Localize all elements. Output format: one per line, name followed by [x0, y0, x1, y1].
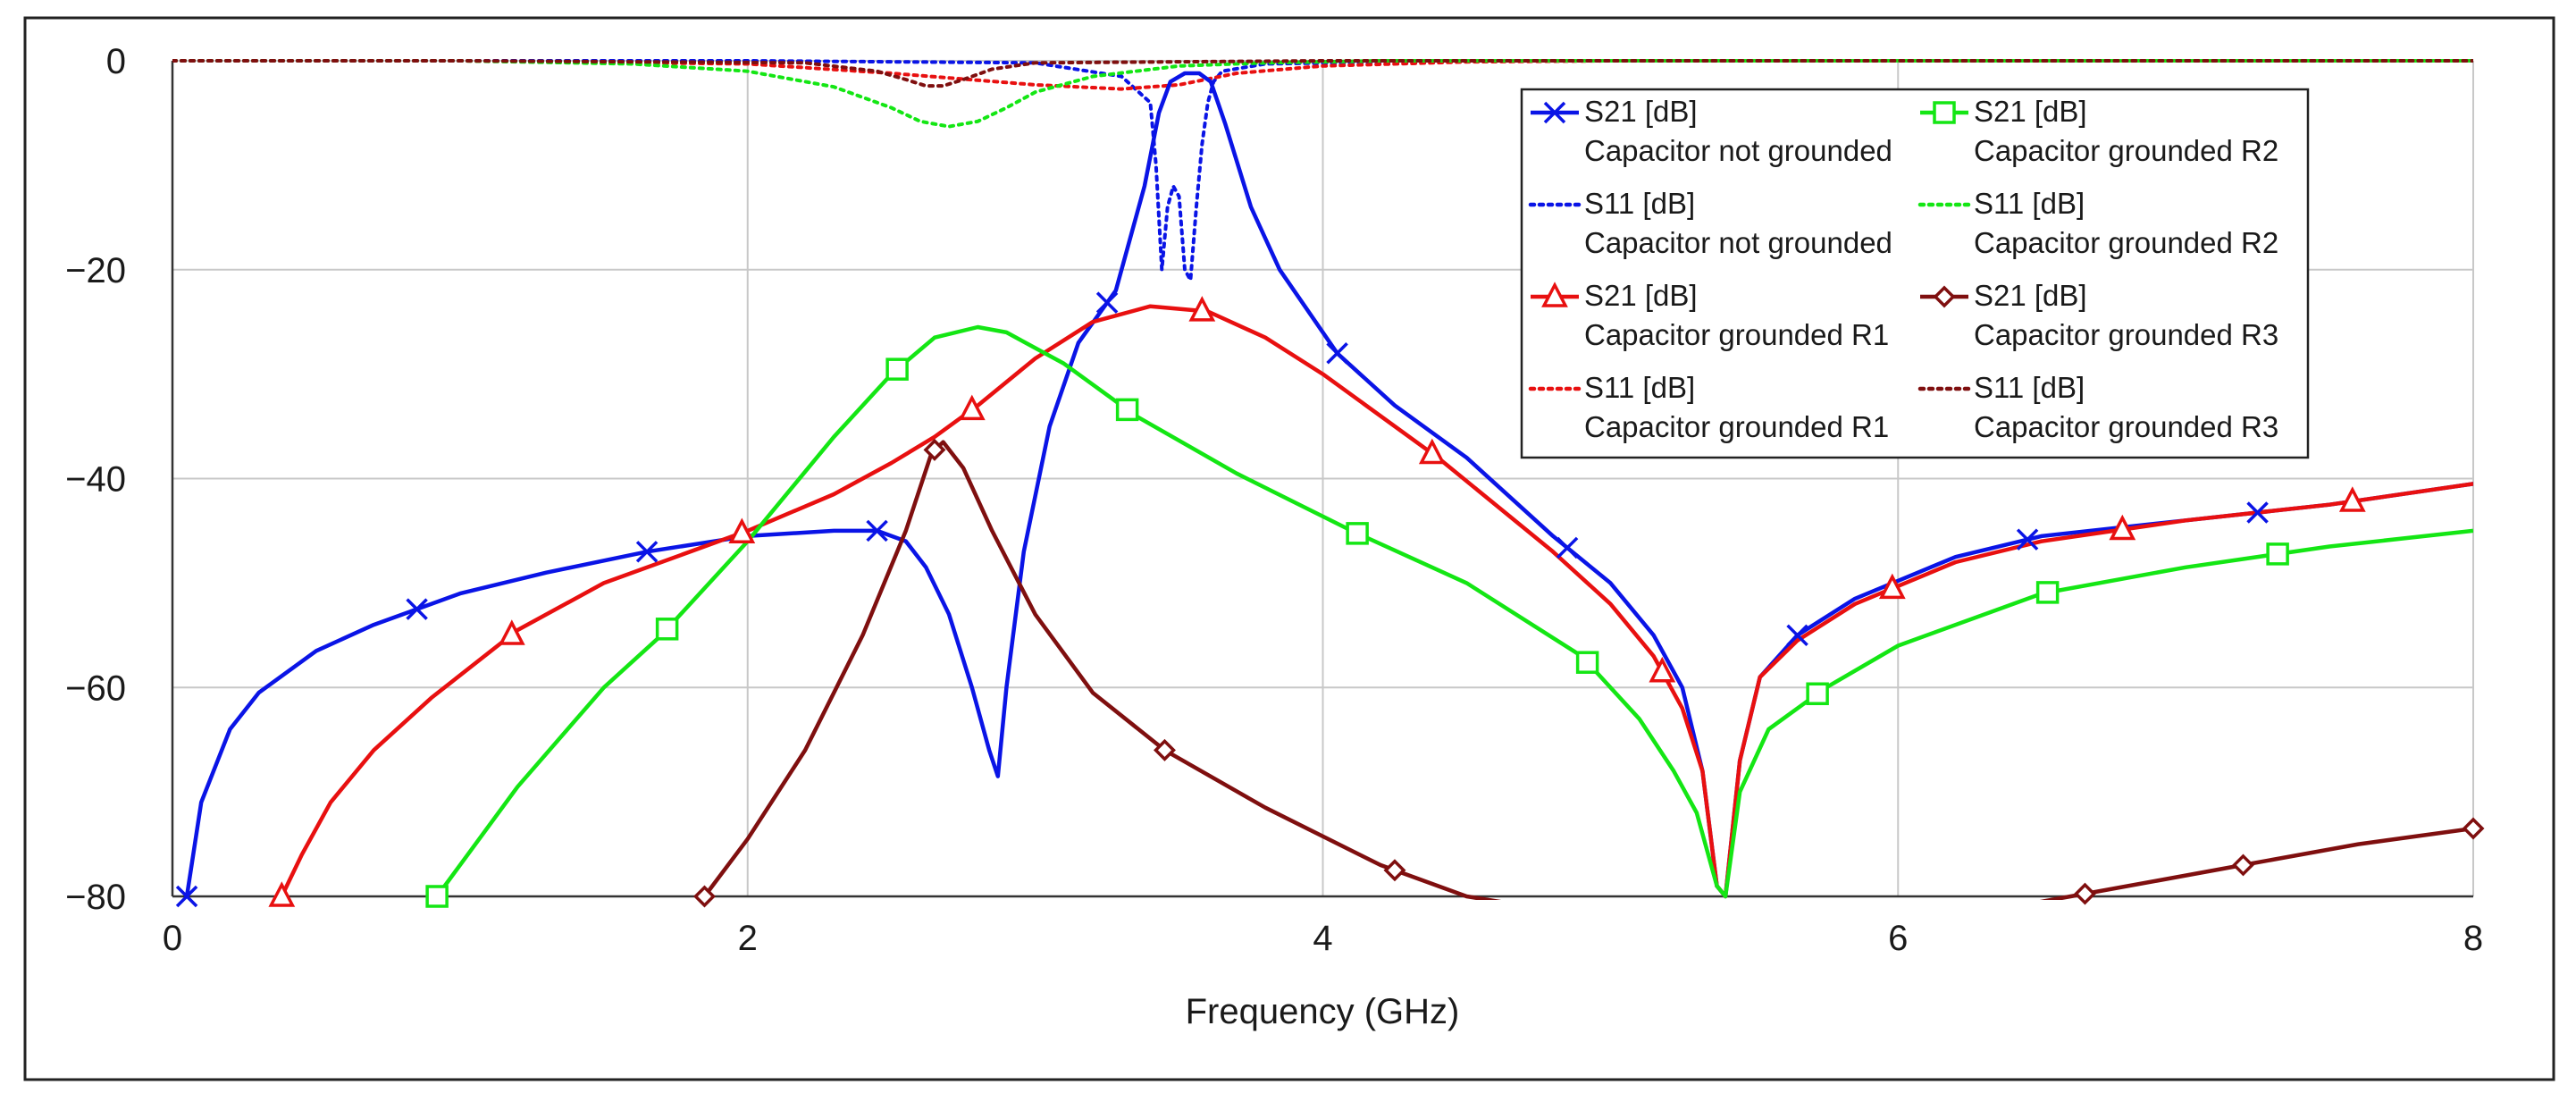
legend-item: S11 [dB] Capacitor grounded R1 [1528, 371, 1889, 443]
y-tick-label: 0 [106, 42, 126, 81]
legend-label-name: S21 [dB] [1974, 279, 2087, 312]
x-tick-label: 2 [738, 919, 758, 958]
data-marker-4 [425, 885, 449, 908]
legend-swatch-marker [1933, 285, 1956, 308]
legend-label-name: S11 [dB] [1584, 371, 1695, 404]
legend-item: S11 [dB] Capacitor grounded R3 [1917, 371, 2278, 443]
legend-item: S21 [dB] Capacitor grounded R1 [1531, 279, 1889, 351]
legend-label-desc: Capacitor grounded R2 [1974, 226, 2278, 259]
data-marker-0 [1095, 291, 1119, 314]
series-line-7 [172, 59, 2473, 88]
data-marker-0 [1326, 342, 1348, 365]
legend-box [1520, 88, 2310, 459]
legend-item: S21 [dB] Capacitor not grounded [1531, 95, 1892, 167]
data-marker-2 [728, 517, 756, 544]
data-marker-2 [1418, 438, 1446, 465]
marker-layer [175, 291, 2485, 908]
data-marker-6 [2462, 817, 2485, 840]
data-marker-0 [2246, 501, 2269, 524]
x-tick-label: 0 [163, 919, 182, 958]
legend-label-desc: Capacitor grounded R2 [1974, 134, 2278, 167]
y-tick-label: −60 [65, 668, 126, 708]
legend-label-name: S11 [dB] [1974, 371, 2085, 404]
legend: S21 [dB] Capacitor not grounded S21 [dB] Ca… [1520, 88, 2310, 459]
legend-item: S11 [dB] Capacitor not grounded [1528, 187, 1892, 259]
data-marker-4 [1346, 522, 1369, 545]
data-marker-2 [1649, 656, 1676, 683]
data-marker-0 [406, 598, 428, 620]
legend-item: S21 [dB] Capacitor grounded R2 [1920, 95, 2278, 167]
x-axis-title: Frequency (GHz) [1186, 992, 1460, 1031]
data-marker-4 [655, 618, 679, 641]
x-tick-label: 8 [2463, 919, 2483, 958]
data-marker-2 [2109, 514, 2136, 541]
data-marker-4 [885, 357, 909, 381]
legend-swatch-marker [1933, 101, 1956, 124]
axis-layer: 0 2 4 6 8 0 −20 −40 −60 −80 [65, 42, 2483, 958]
data-marker-2 [1878, 573, 1906, 600]
data-marker-6 [692, 885, 716, 908]
legend-label-name: S21 [dB] [1584, 95, 1698, 128]
legend-label-desc: Capacitor not grounded [1584, 134, 1892, 167]
data-marker-4 [2266, 542, 2289, 566]
data-marker-2 [268, 881, 296, 907]
data-marker-0 [866, 519, 888, 542]
x-tick-label: 4 [1313, 919, 1332, 958]
data-marker-0 [1786, 624, 1808, 647]
data-marker-4 [1806, 682, 1829, 706]
data-marker-2 [2338, 486, 2366, 512]
legend-label-desc: Capacitor grounded R3 [1974, 410, 2278, 443]
data-marker-6 [1153, 738, 1176, 761]
data-marker-0 [1556, 536, 1579, 559]
legend-label-name: S21 [dB] [1974, 95, 2087, 128]
y-tick-label: −20 [65, 251, 126, 290]
data-marker-4 [1115, 398, 1139, 422]
legend-label-name: S11 [dB] [1974, 187, 2085, 220]
data-marker-4 [1575, 651, 1599, 674]
data-marker-6 [2232, 853, 2254, 877]
data-marker-2 [958, 394, 986, 421]
data-marker-0 [635, 541, 659, 563]
legend-swatch-marker [1543, 101, 1566, 124]
series-line-2 [280, 304, 2473, 899]
data-marker-2 [498, 619, 525, 645]
data-marker-4 [2035, 581, 2060, 604]
legend-swatch-marker [1541, 282, 1568, 307]
legend-item: S21 [dB] Capacitor grounded R3 [1920, 279, 2278, 351]
data-marker-6 [923, 438, 946, 461]
series-layer [172, 59, 2473, 900]
legend-label-desc: Capacitor grounded R1 [1584, 318, 1889, 351]
y-tick-label: −80 [65, 878, 126, 917]
legend-label-name: S11 [dB] [1584, 187, 1695, 220]
legend-item: S11 [dB] Capacitor grounded R2 [1917, 187, 2278, 259]
y-tick-label: −40 [65, 460, 126, 500]
x-tick-label: 6 [1888, 919, 1908, 958]
legend-label-name: S21 [dB] [1584, 279, 1698, 312]
data-marker-0 [2016, 528, 2039, 551]
data-marker-6 [1383, 859, 1406, 882]
series-line-5 [172, 59, 2473, 129]
data-marker-0 [175, 885, 198, 908]
legend-label-desc: Capacitor grounded R1 [1584, 410, 1889, 443]
legend-label-desc: Capacitor not grounded [1584, 226, 1892, 259]
data-marker-2 [1188, 296, 1216, 322]
series-line-4 [435, 324, 2473, 899]
legend-label-desc: Capacitor grounded R3 [1974, 318, 2278, 351]
data-marker-6 [2073, 882, 2096, 905]
